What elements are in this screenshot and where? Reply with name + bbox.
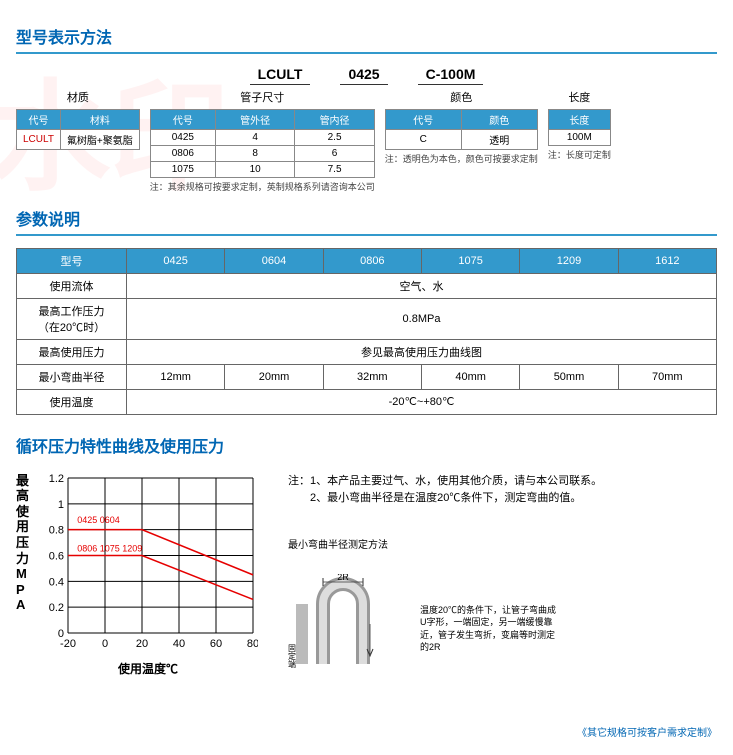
model-code-row: LCULT 0425 C-100M (16, 66, 717, 85)
group-label: 材质 (16, 89, 140, 105)
table-note: 注：其余规格可按要求定制，英制规格系列请咨询本公司 (150, 182, 375, 194)
table-cell: 7.5 (295, 162, 374, 178)
tables-row: 材质代号材料LCULT氟树脂+聚氨脂管子尺寸代号管外径管内径042542.508… (16, 89, 717, 194)
spec-model: 0425 (127, 248, 225, 273)
svg-text:0806 1075 1209: 0806 1075 1209 (77, 543, 142, 553)
model-code-3: C-100M (418, 66, 484, 85)
group-label: 管子尺寸 (150, 89, 375, 105)
spec-row-label: 使用温度 (17, 389, 127, 414)
svg-text:1.2: 1.2 (49, 473, 64, 485)
svg-text:40: 40 (173, 638, 185, 650)
svg-text:0.4: 0.4 (49, 576, 64, 588)
spec-value: 32mm (323, 364, 421, 389)
spec-header-label: 型号 (17, 248, 127, 273)
table-cell: 2.5 (295, 130, 374, 146)
table-group: 长度长度100M注：长度可定制 (548, 89, 611, 162)
spec-value: 40mm (421, 364, 519, 389)
table-header: 管外径 (215, 110, 294, 130)
mini-table: 代号材料LCULT氟树脂+聚氨脂 (16, 109, 140, 150)
bend-title: 最小弯曲半径测定方法 (288, 538, 717, 554)
table-header: 材料 (60, 110, 139, 130)
group-label: 颜色 (385, 89, 538, 105)
svg-text:2R: 2R (337, 574, 349, 582)
svg-text:0: 0 (58, 628, 64, 640)
mini-table: 代号颜色C透明 (385, 109, 538, 150)
table-header: 管内径 (295, 110, 374, 130)
table-cell: 10 (215, 162, 294, 178)
table-cell: 0425 (150, 130, 215, 146)
svg-text:0.6: 0.6 (49, 550, 64, 562)
table-cell: 1075 (150, 162, 215, 178)
spec-value: 空气、水 (127, 273, 717, 298)
table-cell: 0806 (150, 146, 215, 162)
section1-title: 型号表示方法 (16, 24, 717, 48)
divider (16, 234, 717, 236)
note-2: 2、最小弯曲半径是在温度20℃条件下，测定弯曲的值。 (288, 490, 717, 508)
table-cell: 6 (295, 146, 374, 162)
svg-text:20: 20 (136, 638, 148, 650)
spec-model: 0806 (323, 248, 421, 273)
spec-value: 参见最高使用压力曲线图 (127, 339, 717, 364)
svg-text:1: 1 (58, 499, 64, 511)
table-header: 代号 (150, 110, 215, 130)
group-label: 长度 (548, 89, 611, 105)
table-note: 注：长度可定制 (548, 150, 611, 162)
table-cell: 4 (215, 130, 294, 146)
table-cell: C (385, 130, 461, 150)
table-group: 管子尺寸代号管外径管内径 042542.5 080686 1075107.5 注：其余规… (150, 89, 375, 194)
chart-wrap: 最高使用压力MPA -2002040608000.20.40.60.811.20… (16, 473, 258, 677)
chart-ylabel: 最高使用压力MPA (16, 473, 34, 613)
spec-model: 1209 (520, 248, 618, 273)
spec-row-label: 最高使用压力 (17, 339, 127, 364)
table-header: 长度 (548, 110, 610, 130)
table-header: 代号 (385, 110, 461, 130)
spec-value: 0.8MPa (127, 298, 717, 339)
model-code-2: 0425 (340, 66, 387, 85)
table-cell: LCULT (17, 130, 61, 150)
svg-text:60: 60 (210, 638, 222, 650)
spec-table: 型号042506040806107512091612 使用流体空气、水最高工作压力… (16, 248, 717, 415)
svg-text:0.8: 0.8 (49, 524, 64, 536)
chart-xlabel: 使用温度℃ (38, 660, 258, 677)
table-header: 颜色 (461, 110, 537, 130)
svg-text:0.2: 0.2 (49, 602, 64, 614)
notes-column: 注：1、本产品主要过气、水，使用其他介质，请与本公司联系。 2、最小弯曲半径是在… (288, 473, 717, 684)
bend-diagram: 固定端 2R (288, 574, 408, 684)
table-cell: 8 (215, 146, 294, 162)
table-header: 代号 (17, 110, 61, 130)
spec-value: 20mm (225, 364, 323, 389)
spec-value: 12mm (127, 364, 225, 389)
spec-model: 1612 (618, 248, 716, 273)
mini-table: 代号管外径管内径 042542.5 080686 1075107.5 (150, 109, 375, 178)
footer-note: 《其它规格可按客户需求定制》 (16, 724, 717, 739)
table-cell: 透明 (461, 130, 537, 150)
section2-title: 参数说明 (16, 206, 717, 230)
spec-value: 70mm (618, 364, 716, 389)
svg-text:固定端: 固定端 (288, 644, 297, 669)
table-group: 材质代号材料LCULT氟树脂+聚氨脂 (16, 89, 140, 150)
table-cell: 100M (548, 130, 610, 146)
svg-text:0425 0604: 0425 0604 (77, 515, 120, 525)
spec-value: 50mm (520, 364, 618, 389)
mini-table: 长度100M (548, 109, 611, 146)
svg-text:80: 80 (247, 638, 258, 650)
section3-title: 循环压力特性曲线及使用压力 (16, 433, 717, 457)
table-cell: 氟树脂+聚氨脂 (60, 130, 139, 150)
spec-model: 0604 (225, 248, 323, 273)
spec-row-label: 最小弯曲半径 (17, 364, 127, 389)
spec-value: -20℃~+80℃ (127, 389, 717, 414)
table-note: 注：透明色为本色，颜色可按要求定制 (385, 154, 538, 166)
note-1: 注：1、本产品主要过气、水，使用其他介质，请与本公司联系。 (288, 473, 717, 491)
svg-text:0: 0 (102, 638, 108, 650)
spec-row-label: 最高工作压力 （在20℃时） (17, 298, 127, 339)
pressure-chart: -2002040608000.20.40.60.811.20425 060408… (38, 473, 258, 653)
model-code-1: LCULT (250, 66, 311, 85)
table-group: 颜色代号颜色C透明注：透明色为本色，颜色可按要求定制 (385, 89, 538, 166)
divider (16, 52, 717, 54)
spec-model: 1075 (421, 248, 519, 273)
spec-row-label: 使用流体 (17, 273, 127, 298)
bend-desc: 温度20℃的条件下，让管子弯曲成U字形，一端固定，另一端缓慢靠近，管子发生弯折，… (420, 604, 560, 654)
